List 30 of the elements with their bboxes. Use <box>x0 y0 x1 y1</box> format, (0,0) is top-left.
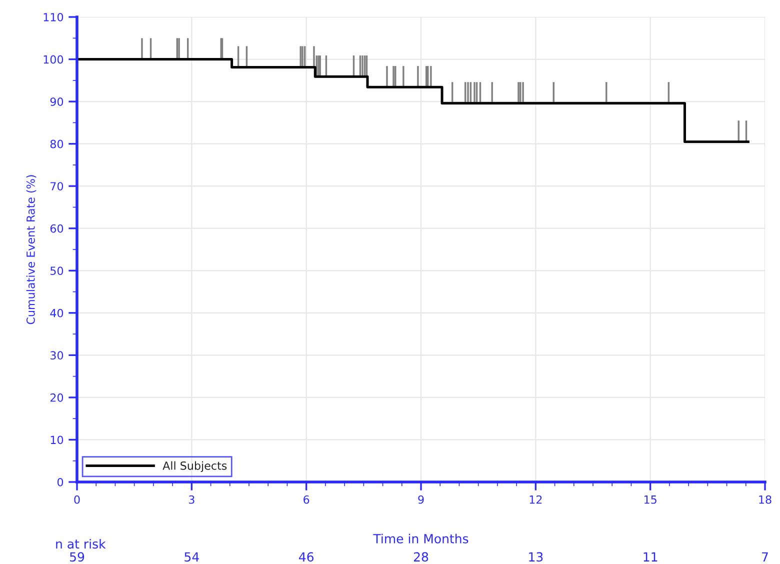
text: n at risk <box>56 538 106 549</box>
y-tick-label: 110 <box>44 12 64 22</box>
x-tick-label: 18 <box>759 495 772 504</box>
y-tick-label: 50 <box>50 266 64 276</box>
y-tick-label: 30 <box>50 351 64 360</box>
x-tick-label: 15 <box>644 496 656 504</box>
text: 11 <box>644 552 658 562</box>
text: All Subjects <box>162 461 227 472</box>
text: 59 <box>70 552 84 562</box>
y-tick-label: 60 <box>50 224 64 233</box>
text: 28 <box>414 552 428 562</box>
y-axis-title: Cumulative Event Rate (%) <box>26 175 36 324</box>
x-tick-label: 9 <box>418 495 424 504</box>
text: 13 <box>529 552 543 562</box>
text: 7 <box>762 552 768 562</box>
x-tick-label: 6 <box>304 495 310 504</box>
y-tick-label: 40 <box>50 308 64 318</box>
y-tick-label: 80 <box>50 140 64 148</box>
y-tick-label: 90 <box>50 98 64 106</box>
y-tick-label: 10 <box>50 436 64 444</box>
y-tick-label: 0 <box>57 478 64 486</box>
y-tick-label: 20 <box>50 393 64 402</box>
y-tick-label: 70 <box>50 182 64 190</box>
x-tick-label: 3 <box>188 495 194 504</box>
x-tick-label: 12 <box>530 495 542 504</box>
y-tick-label: 100 <box>44 55 64 64</box>
x-axis-title: Time in Months <box>373 534 468 544</box>
x-tick-label: 0 <box>74 495 80 504</box>
text: 54 <box>184 552 199 562</box>
text: 46 <box>298 552 314 562</box>
